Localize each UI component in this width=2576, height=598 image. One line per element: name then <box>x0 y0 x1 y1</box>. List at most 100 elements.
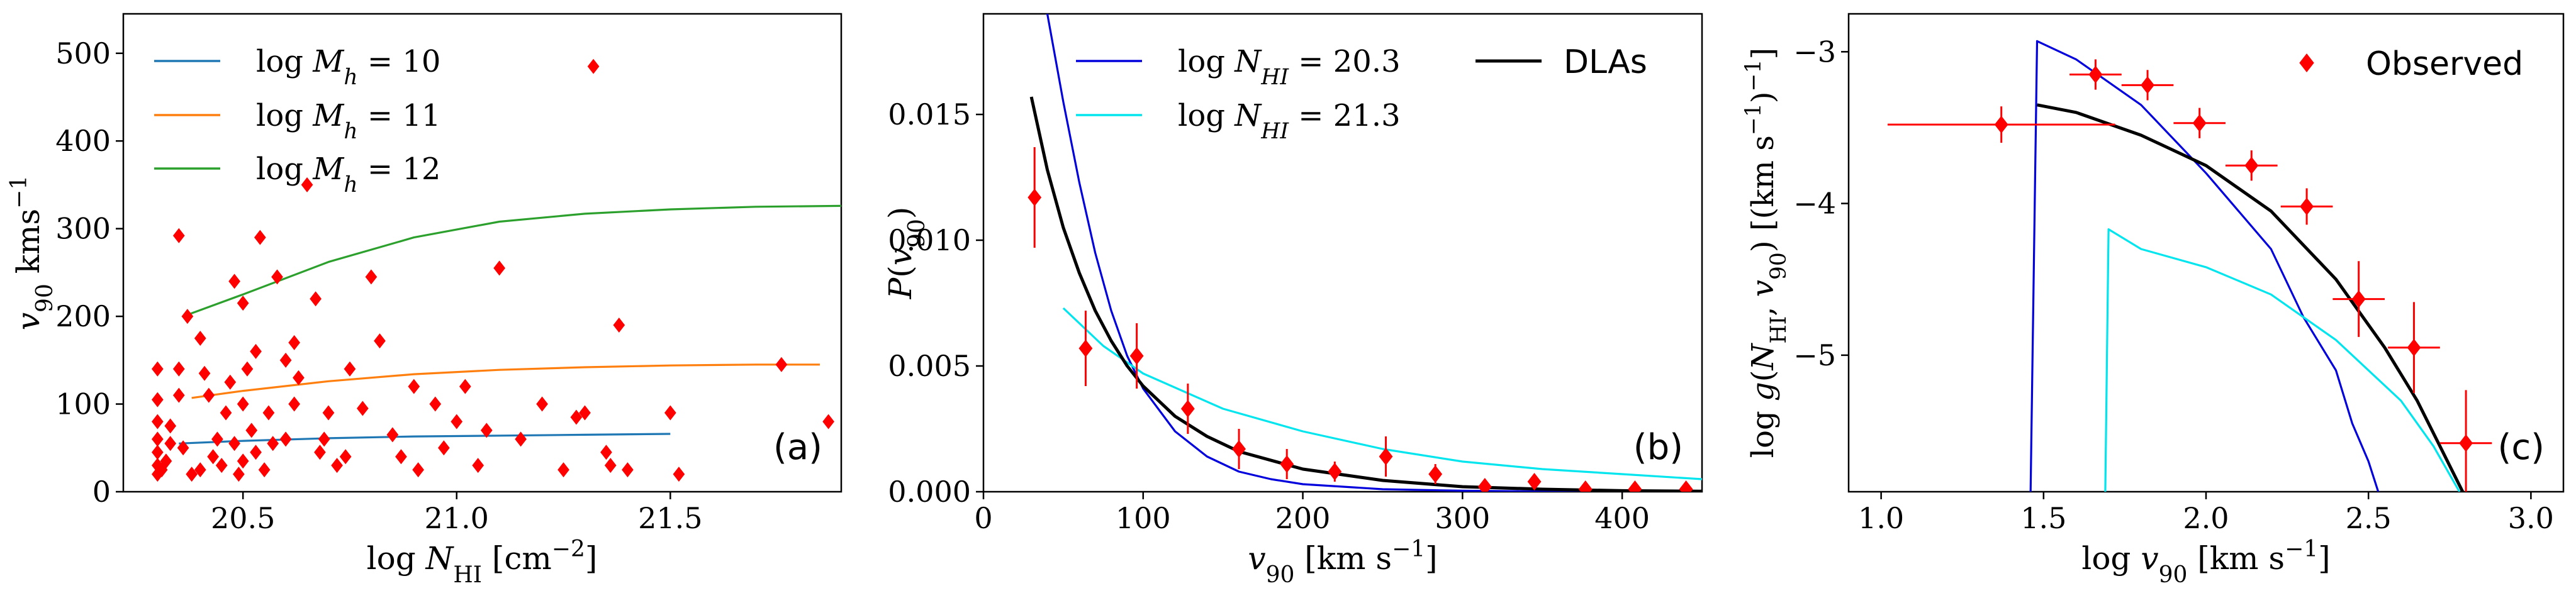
data-point <box>1628 480 1642 492</box>
data-point <box>395 449 407 465</box>
data-point <box>318 431 330 447</box>
x-axis-label: log v90 [km s−1] <box>2081 536 2330 588</box>
data-point <box>2244 157 2259 175</box>
data-point <box>515 431 527 447</box>
data-point <box>331 458 343 473</box>
series-line-log-n-hi-20-3 <box>1046 14 1702 492</box>
data-point <box>493 260 506 276</box>
data-point <box>215 458 228 473</box>
plot-data-layer <box>1028 14 1702 492</box>
data-point <box>186 467 198 482</box>
data-point <box>2088 65 2103 84</box>
data-point <box>604 458 617 473</box>
y-tick-label: −4 <box>1793 187 1836 221</box>
data-point <box>587 58 600 74</box>
data-point <box>1028 189 1042 206</box>
x-tick-label: 1.0 <box>1858 501 1904 535</box>
data-point <box>250 445 262 460</box>
data-point <box>472 458 484 473</box>
data-point <box>228 274 240 289</box>
data-point <box>622 462 634 478</box>
data-point <box>322 405 335 421</box>
y-axis-label: log g(NHI, v90) [(km s−1)−1] <box>1741 48 1791 458</box>
y-axis-label: v90 kms−1 <box>6 175 58 330</box>
y-tick-label: 200 <box>55 299 111 333</box>
data-point <box>1578 480 1593 492</box>
x-tick-label: 21.0 <box>425 501 489 535</box>
data-point <box>224 374 237 390</box>
data-point <box>262 405 275 421</box>
y-axis-label-group: log g(NHI, v90) [(km s−1)−1] <box>1741 48 1791 458</box>
data-point <box>279 352 292 368</box>
data-point <box>613 318 625 333</box>
data-point <box>664 405 676 421</box>
data-point <box>2351 290 2366 308</box>
data-point <box>339 449 352 465</box>
x-tick-label: 0 <box>974 501 992 535</box>
x-tick-label: 100 <box>1116 501 1171 535</box>
data-point <box>408 379 420 394</box>
data-point <box>536 396 548 412</box>
data-point <box>267 436 279 451</box>
data-point <box>164 418 177 434</box>
x-tick-label: 400 <box>1594 501 1650 535</box>
y-tick-label: 0.015 <box>888 97 971 131</box>
legend-label: log Mh = 11 <box>256 98 440 144</box>
x-tick-label: 300 <box>1435 501 1490 535</box>
legend-label: log Mh = 10 <box>256 44 440 90</box>
data-point <box>314 445 326 460</box>
data-point <box>1477 478 1492 492</box>
y-axis-label-group: v90 kms−1 <box>6 175 58 330</box>
y-tick-label: 300 <box>55 212 111 246</box>
data-point <box>258 462 271 478</box>
data-point <box>822 414 834 429</box>
legend: Observed <box>2299 45 2523 83</box>
data-point <box>151 361 164 377</box>
series-line-log-n-hi-21-3 <box>2104 228 2461 492</box>
data-point <box>1328 463 1342 480</box>
x-tick-label: 200 <box>1275 501 1331 535</box>
data-point <box>1180 400 1195 418</box>
data-point <box>570 409 583 425</box>
data-point <box>365 269 378 285</box>
data-point <box>181 309 194 324</box>
data-point <box>250 343 262 359</box>
data-point <box>279 431 292 447</box>
data-point <box>237 296 249 311</box>
series-line-dlas <box>1029 96 1702 492</box>
plot-frame <box>122 13 843 493</box>
y-tick-label: 500 <box>55 36 111 70</box>
data-point <box>344 361 356 377</box>
data-point <box>2141 76 2154 94</box>
data-point <box>271 269 283 285</box>
panel-a: 20.5 21.0 21.5 0 100 200 300 400 500 (a) log NHI [… <box>6 13 843 588</box>
data-point <box>237 453 249 469</box>
series-line-log-n-hi-20-3 <box>2029 40 2380 492</box>
data-point <box>1280 455 1294 473</box>
plot-data-layer <box>151 58 841 482</box>
data-point <box>194 462 206 478</box>
data-point <box>198 365 211 381</box>
data-point <box>220 405 232 421</box>
plot-data-layer <box>1887 40 2492 492</box>
legend-label: log NHI = 20.3 <box>1178 44 1401 90</box>
data-point <box>429 396 442 412</box>
data-point <box>211 431 223 447</box>
data-point <box>1994 116 2008 134</box>
x-tick-label: 3.0 <box>2508 501 2554 535</box>
data-point <box>2407 338 2421 357</box>
data-point <box>1078 340 1093 357</box>
data-point <box>293 370 305 385</box>
data-point <box>233 467 245 482</box>
y-tick-label: 400 <box>55 124 111 158</box>
data-point <box>151 445 164 460</box>
data-point <box>356 401 369 416</box>
data-point <box>164 436 177 451</box>
y-axis-label: P(v90) <box>882 207 930 300</box>
data-point <box>160 453 172 469</box>
data-point <box>151 414 164 429</box>
y-axis-label-group: P(v90) <box>882 207 930 300</box>
data-point <box>172 387 185 403</box>
panel-b: 0 100 200 300 400 0.000 0.005 0.010 0.015 (b) v90 … <box>882 13 1703 588</box>
